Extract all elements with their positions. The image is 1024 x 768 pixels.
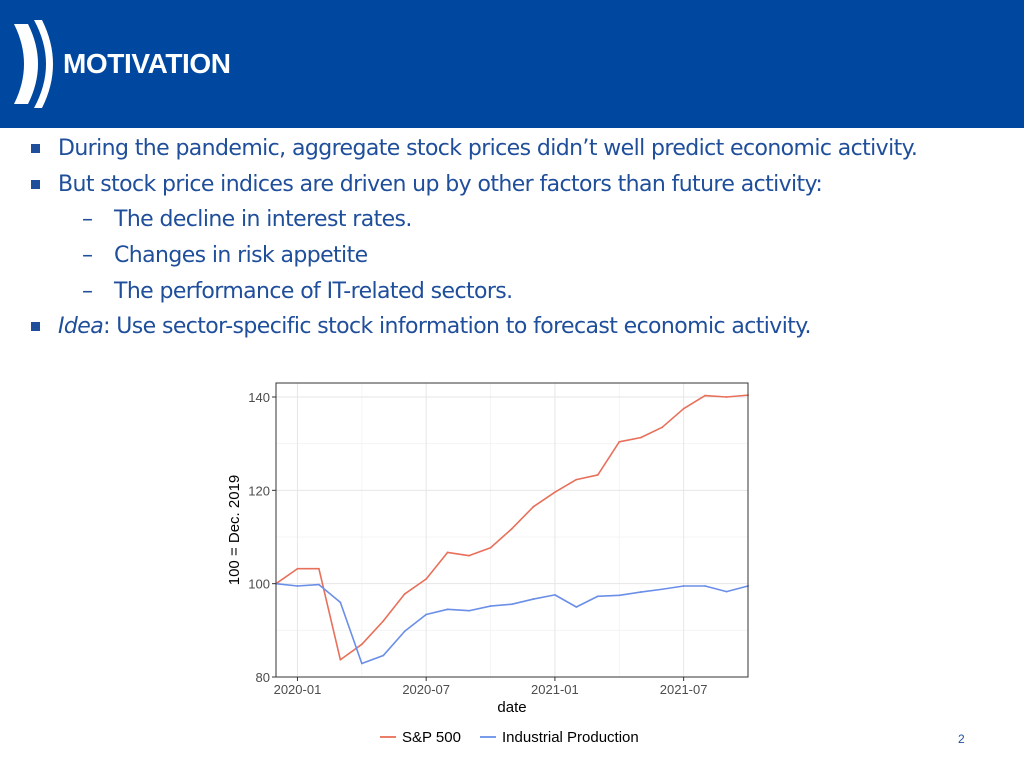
y-axis-ticks: 80 100 120 140 xyxy=(248,390,276,685)
series-point xyxy=(639,591,642,593)
series-point xyxy=(403,630,406,633)
series-point xyxy=(446,608,449,611)
y-axis-label: 100 = Dec. 2019 xyxy=(226,475,243,586)
series-point xyxy=(318,583,320,586)
sub-bullet-dash: – xyxy=(82,279,93,304)
sub-bullet-text: Changes in risk appetite xyxy=(114,243,368,268)
series-point xyxy=(382,654,385,657)
series-point xyxy=(339,658,342,661)
series-point xyxy=(511,527,513,530)
idea-emphasis: Idea xyxy=(58,314,104,339)
sub-bullet-text: The performance of IT-related sectors. xyxy=(114,279,513,304)
series-point xyxy=(661,426,664,429)
x-axis-ticks: 2020-01 2020-07 2021-01 2021-07 xyxy=(274,677,708,697)
series-point xyxy=(489,605,492,607)
series-point xyxy=(425,613,428,616)
series-point xyxy=(532,505,535,508)
series-point xyxy=(554,593,556,596)
bullet-text: But stock price indices are driven up by… xyxy=(58,172,823,197)
bullet-square-icon xyxy=(31,144,40,153)
legend-label: S&P 500 xyxy=(402,729,461,746)
page-number: 2 xyxy=(958,732,965,746)
line-chart: 80 100 120 140 2020-01 2020-07 2021-01 2021-07… xyxy=(226,382,749,746)
plot-border xyxy=(275,382,749,678)
series-point xyxy=(554,491,556,494)
series-point xyxy=(682,407,685,410)
series-point xyxy=(596,474,599,476)
series-point xyxy=(403,593,406,595)
series-point xyxy=(575,478,578,481)
logo-brackets-icon xyxy=(14,20,53,108)
series-point xyxy=(618,440,621,443)
series-point xyxy=(704,585,706,587)
sub-bullet-dash: – xyxy=(82,243,93,268)
series-point xyxy=(661,588,664,591)
y-tick-label: 140 xyxy=(248,390,270,405)
sub-bullet-dash: – xyxy=(82,207,93,232)
series-point xyxy=(296,585,299,587)
series-point xyxy=(596,595,599,598)
series-point xyxy=(511,603,513,606)
series-point xyxy=(532,598,535,600)
series-point xyxy=(360,662,363,665)
series-point xyxy=(339,601,342,604)
series-point xyxy=(318,567,320,570)
bullet-text: Idea: Use sector-specific stock informat… xyxy=(58,309,812,345)
x-tick-label: 2021-01 xyxy=(531,682,579,697)
y-tick-label: 100 xyxy=(248,577,270,592)
y-tick-label: 80 xyxy=(256,670,270,685)
bullet-square-icon xyxy=(31,322,40,331)
x-axis-label: date xyxy=(497,699,526,716)
legend-label: Industrial Production xyxy=(502,729,639,746)
series-point xyxy=(704,394,706,397)
plot-panel xyxy=(276,383,748,677)
series-point xyxy=(468,609,470,612)
slide-header: MOTIVATION xyxy=(0,0,1024,128)
series-point xyxy=(639,436,642,439)
x-tick-label: 2021-07 xyxy=(660,682,708,697)
series-point xyxy=(682,585,685,587)
bullet-square-icon xyxy=(31,180,40,189)
series-point xyxy=(296,567,299,570)
y-tick-label: 120 xyxy=(248,483,270,498)
slide-title: MOTIVATION xyxy=(63,48,231,79)
series-point xyxy=(468,554,470,557)
series-point xyxy=(725,590,728,593)
bullet-text: During the pandemic, aggregate stock pri… xyxy=(58,136,918,161)
series-point xyxy=(382,620,385,622)
idea-text: : Use sector-specific stock information … xyxy=(103,314,811,339)
sub-bullet-text: The decline in interest rates. xyxy=(114,207,412,232)
chart-legend: S&P 500 Industrial Production xyxy=(380,729,639,746)
series-point xyxy=(575,606,578,608)
series-point xyxy=(725,396,728,398)
series-point xyxy=(618,594,621,597)
series-point xyxy=(360,643,363,646)
series-point xyxy=(489,546,492,549)
x-tick-label: 2020-07 xyxy=(402,682,450,697)
x-tick-label: 2020-01 xyxy=(274,682,322,697)
series-point xyxy=(425,578,428,580)
series-point xyxy=(446,551,449,554)
